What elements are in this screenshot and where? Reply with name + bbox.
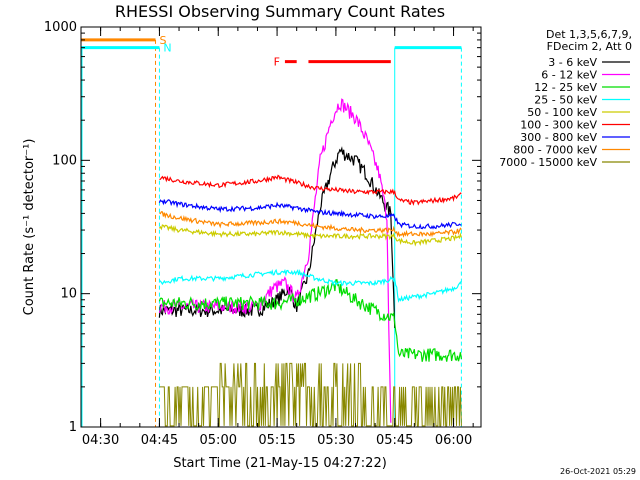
y-tick-label: 10 (60, 287, 77, 302)
flag-label-f: F (274, 56, 280, 69)
legend-entry-label: 50 - 100 keV (527, 106, 597, 119)
legend-header: Det 1,3,5,6,7,9, (546, 28, 632, 41)
legend-entry-label: 25 - 50 keV (534, 94, 597, 107)
legend: Det 1,3,5,6,7,9,FDecim 2, Att 0 3 - 6 keV… (499, 28, 632, 169)
x-tick-label: 05:15 (258, 433, 295, 448)
plot-frame (80, 26, 482, 428)
legend-entry-label: 7000 - 15000 keV (499, 156, 597, 169)
legend-entry-label: 6 - 12 keV (541, 69, 597, 82)
legend-entry-label: 100 - 300 keV (520, 119, 597, 132)
x-axis-label: Start Time (21-May-15 04:27:22) (173, 456, 387, 471)
x-tick-label: 06:00 (435, 433, 472, 448)
series-line-8 (159, 211, 462, 238)
x-tick-label: 05:45 (376, 433, 413, 448)
series-line-9 (159, 362, 462, 427)
legend-entry-label: 300 - 800 keV (520, 131, 597, 144)
series-lines (158, 98, 462, 427)
legend-header: FDecim 2, Att 0 (547, 40, 632, 53)
chart-title: RHESSI Observing Summary Count Rates (115, 2, 445, 21)
series-line-5 (158, 224, 462, 247)
flag-bars: SN F (81, 34, 462, 427)
series-line-4 (159, 268, 462, 303)
x-tick-label: 05:00 (200, 433, 237, 448)
x-tick-label: 04:45 (141, 433, 178, 448)
legend-entry-label: 800 - 7000 keV (513, 144, 597, 157)
series-line-3 (158, 278, 462, 362)
series-line-7 (158, 199, 462, 230)
series-line-6 (159, 174, 462, 206)
y-axis: 1 10 100 1000 (44, 20, 481, 435)
legend-entry-label: 12 - 25 keV (534, 81, 597, 94)
y-tick-label: 1 (69, 420, 77, 435)
flag-label-s: S (160, 34, 167, 47)
series-line-2 (158, 98, 392, 423)
x-axis: 04:30 04:45 05:00 05:15 05:30 05:45 06:00 (80, 27, 474, 448)
x-tick-label: 05:30 (317, 433, 354, 448)
y-axis-label: Count Rate (s⁻¹ detector⁻¹) (22, 139, 37, 316)
timestamp: 26-Oct-2021 05:29 (560, 467, 636, 476)
y-tick-label: 100 (52, 153, 77, 168)
y-tick-label: 1000 (44, 20, 77, 35)
legend-entry-label: 3 - 6 keV (548, 56, 597, 69)
flag-label-n: N (163, 42, 171, 55)
x-tick-label: 04:30 (82, 433, 119, 448)
